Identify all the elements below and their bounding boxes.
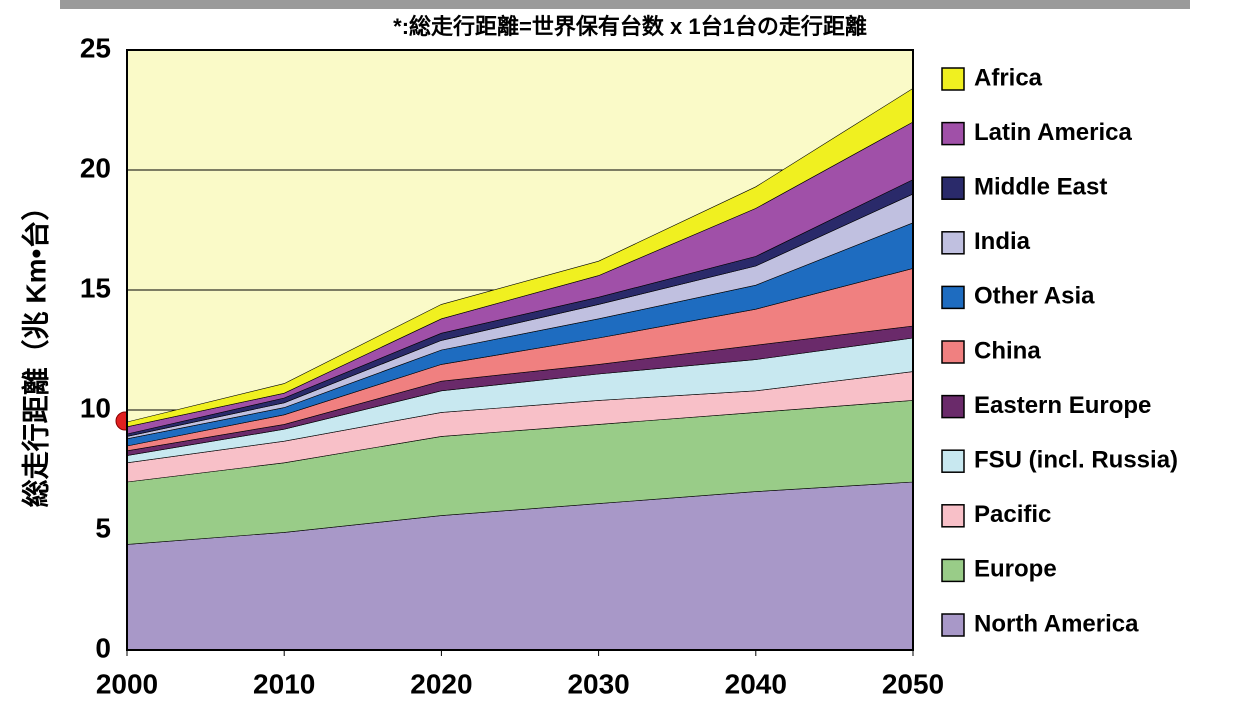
chart-title: *:総走行距離=世界保有台数 x 1台1台の走行距離 [393,14,867,39]
x-tick-label: 2020 [410,668,472,699]
legend-swatch [941,67,965,91]
legend-swatch [941,340,965,364]
legend-swatch [941,449,965,473]
legend-swatch [941,394,965,419]
legend-swatch [941,121,965,146]
legend-swatch [941,176,965,200]
legend-label: Other Asia [974,283,1095,310]
legend-label: India [974,228,1031,255]
legend-label: North America [974,610,1139,637]
legend-label: Latin America [974,119,1132,146]
legend-label: Africa [974,64,1043,91]
legend-swatch [941,504,965,528]
legend-label: FSU (incl. Russia) [974,447,1178,474]
legend-label: Eastern Europe [974,392,1151,419]
legend-swatch [941,613,965,637]
legend-swatch [941,285,965,310]
y-tick-label: 20 [80,152,111,183]
legend-swatch [941,558,965,583]
plot-border [126,49,914,651]
x-tick-label: 2030 [567,668,629,699]
x-tick-label: 2050 [882,668,944,699]
legend-label: China [974,337,1041,364]
x-tick-label: 2040 [725,668,787,699]
x-tick-label: 2010 [253,668,315,699]
top-bar [60,0,1190,9]
legend-label: Europe [974,556,1057,583]
title-box [310,12,950,44]
y-tick-label: 15 [80,272,111,303]
y-tick-label: 0 [95,632,111,663]
legend-label: Pacific [974,501,1051,528]
y-tick-label: 5 [95,512,111,543]
y-tick-label: 10 [80,392,111,423]
y-tick-label: 25 [80,32,111,63]
x-tick-label: 2000 [96,668,158,699]
legend-label: Middle East [974,174,1107,201]
legend-swatch [941,231,965,255]
y-axis-label: 総走行距離（兆 Km•台） [19,193,51,508]
